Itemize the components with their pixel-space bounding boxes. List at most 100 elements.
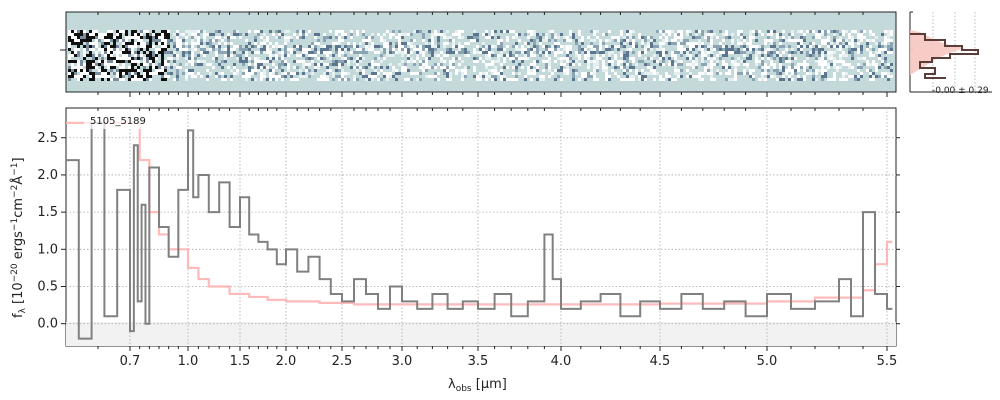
heatmap-pixel — [143, 51, 146, 54]
heatmap-pixel — [662, 30, 665, 33]
heatmap-pixel — [650, 66, 653, 69]
heatmap-pixel — [248, 63, 251, 66]
heatmap-pixel — [662, 48, 665, 51]
heatmap-pixel — [776, 48, 779, 51]
heatmap-pixel — [386, 72, 389, 75]
heatmap-pixel — [779, 72, 782, 75]
heatmap-pixel — [176, 66, 179, 69]
heatmap-pixel — [839, 45, 842, 48]
heatmap-pixel — [266, 51, 269, 54]
heatmap-pixel — [584, 72, 587, 75]
heatmap-pixel — [782, 60, 785, 63]
heatmap-pixel — [107, 30, 110, 33]
heatmap-pixel — [533, 42, 536, 45]
heatmap-pixel — [329, 45, 332, 48]
heatmap-pixel — [833, 45, 836, 48]
heatmap-pixel — [461, 72, 464, 75]
heatmap-pixel — [698, 30, 701, 33]
heatmap-pixel — [209, 48, 212, 51]
heatmap-pixel — [374, 66, 377, 69]
heatmap-pixel — [545, 66, 548, 69]
heatmap-pixel — [125, 48, 128, 51]
heatmap-pixel — [824, 69, 827, 72]
heatmap-pixel — [173, 51, 176, 54]
heatmap-pixel — [74, 42, 77, 45]
heatmap-pixel — [296, 30, 299, 33]
heatmap-pixel — [437, 63, 440, 66]
heatmap-pixel — [881, 45, 884, 48]
heatmap-pixel — [74, 66, 77, 69]
heatmap-pixel — [701, 72, 704, 75]
heatmap-pixel — [347, 63, 350, 66]
heatmap-pixel — [503, 30, 506, 33]
heatmap-pixel — [821, 66, 824, 69]
heatmap-pixel — [461, 36, 464, 39]
heatmap-pixel — [242, 48, 245, 51]
heatmap-pixel — [890, 75, 893, 78]
heatmap-pixel — [791, 33, 794, 36]
heatmap-pixel — [362, 48, 365, 51]
heatmap-pixel — [359, 57, 362, 60]
heatmap-pixel — [302, 36, 305, 39]
heatmap-pixel — [248, 42, 251, 45]
heatmap-pixel — [356, 48, 359, 51]
heatmap-pixel — [752, 30, 755, 33]
heatmap-pixel — [536, 51, 539, 54]
heatmap-pixel — [113, 39, 116, 42]
heatmap-pixel — [677, 60, 680, 63]
heatmap-pixel — [272, 51, 275, 54]
heatmap-pixel — [545, 39, 548, 42]
heatmap-pixel — [182, 48, 185, 51]
heatmap-pixel — [839, 66, 842, 69]
heatmap-pixel — [857, 51, 860, 54]
heatmap-pixel — [866, 60, 869, 63]
heatmap-pixel — [536, 45, 539, 48]
heatmap-pixel — [722, 33, 725, 36]
heatmap-pixel — [851, 45, 854, 48]
heatmap-pixel — [890, 33, 893, 36]
heatmap-pixel — [446, 42, 449, 45]
heatmap-pixel — [554, 54, 557, 57]
heatmap-pixel — [596, 66, 599, 69]
heatmap-pixel — [287, 54, 290, 57]
heatmap-pixel — [494, 69, 497, 72]
heatmap-pixel — [620, 42, 623, 45]
heatmap-pixel — [488, 45, 491, 48]
heatmap-pixel — [824, 33, 827, 36]
heatmap-pixel — [167, 63, 170, 66]
heatmap-pixel — [824, 39, 827, 42]
heatmap-pixel — [446, 54, 449, 57]
heatmap-pixel — [716, 36, 719, 39]
heatmap-pixel — [536, 48, 539, 51]
heatmap-pixel — [578, 30, 581, 33]
heatmap-pixel — [743, 72, 746, 75]
heatmap-pixel — [806, 72, 809, 75]
heatmap-pixel — [800, 66, 803, 69]
heatmap-pixel — [791, 69, 794, 72]
heatmap-pixel — [131, 72, 134, 75]
heatmap-pixel — [104, 51, 107, 54]
heatmap-pixel — [515, 33, 518, 36]
heatmap-pixel — [263, 33, 266, 36]
heatmap-pixel — [365, 51, 368, 54]
heatmap-pixel — [500, 69, 503, 72]
heatmap-pixel — [416, 30, 419, 33]
heatmap-pixel — [386, 30, 389, 33]
heatmap-pixel — [182, 33, 185, 36]
heatmap-pixel — [149, 63, 152, 66]
heatmap-pixel — [554, 39, 557, 42]
heatmap-pixel — [212, 48, 215, 51]
heatmap-pixel — [365, 39, 368, 42]
heatmap-pixel — [503, 54, 506, 57]
heatmap-pixel — [623, 45, 626, 48]
heatmap-pixel — [74, 36, 77, 39]
heatmap-pixel — [422, 36, 425, 39]
heatmap-pixel — [404, 45, 407, 48]
heatmap-pixel — [134, 36, 137, 39]
heatmap-pixel — [752, 36, 755, 39]
heatmap-pixel — [443, 69, 446, 72]
x-tick-label: 0.7 — [120, 354, 141, 369]
heatmap-pixel — [836, 42, 839, 45]
heatmap-pixel — [368, 78, 371, 81]
heatmap-pixel — [638, 72, 641, 75]
